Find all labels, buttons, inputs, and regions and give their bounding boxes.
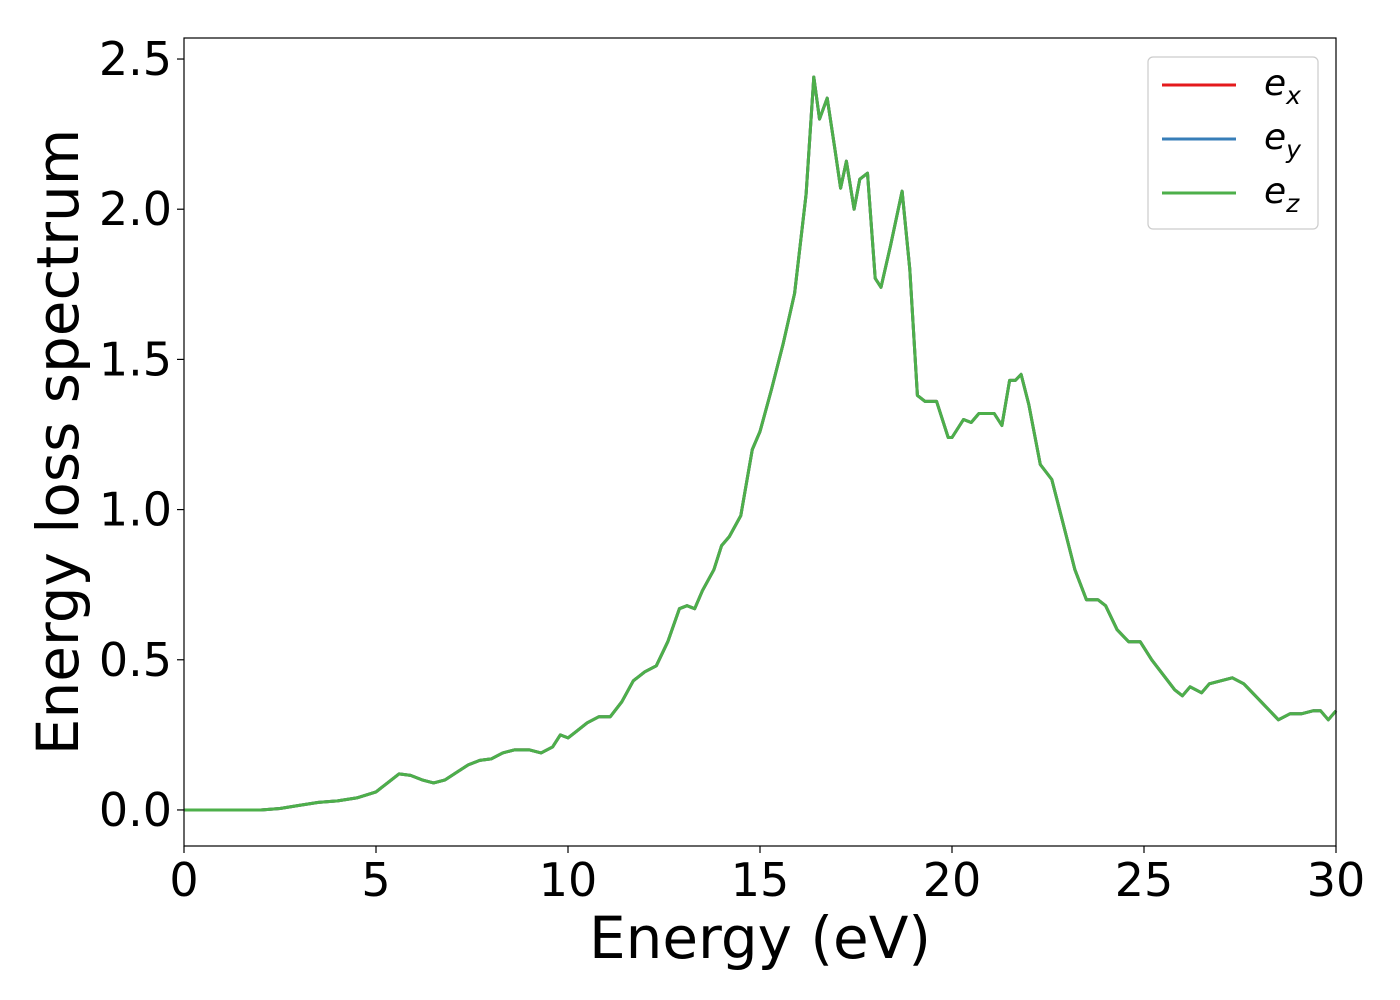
x-axis-ticks: 0 5 10 15 20 25 30 — [169, 846, 1365, 907]
x-tick-label: 20 — [923, 853, 982, 907]
y-tick-label: 2.0 — [99, 182, 172, 236]
y-tick-label: 1.5 — [99, 332, 172, 386]
legend-label-ez: ez — [1264, 171, 1300, 218]
x-tick-label: 10 — [539, 853, 598, 907]
y-tick-label: 0.0 — [99, 783, 172, 837]
y-tick-label: 0.5 — [99, 633, 172, 687]
x-tick-label: 15 — [731, 853, 790, 907]
x-tick-label: 0 — [169, 853, 198, 907]
series-line-ez — [184, 75, 1338, 812]
y-axis-ticks: 0.0 0.5 1.0 1.5 2.0 2.5 — [99, 32, 184, 837]
legend-label-ey: ey — [1264, 117, 1302, 164]
legend-label-ex: ex — [1264, 63, 1301, 110]
y-axis-title: Energy loss spectrum — [24, 129, 92, 755]
x-tick-label: 30 — [1307, 853, 1366, 907]
x-tick-label: 5 — [361, 853, 390, 907]
legend-box — [1147, 56, 1319, 230]
legend: ex ey ez — [1147, 56, 1319, 230]
y-tick-label: 2.5 — [99, 32, 172, 86]
x-axis-title: Energy (eV) — [589, 904, 931, 972]
series-layer — [184, 75, 1338, 812]
y-tick-label: 1.0 — [99, 483, 172, 537]
x-tick-label: 25 — [1115, 853, 1174, 907]
